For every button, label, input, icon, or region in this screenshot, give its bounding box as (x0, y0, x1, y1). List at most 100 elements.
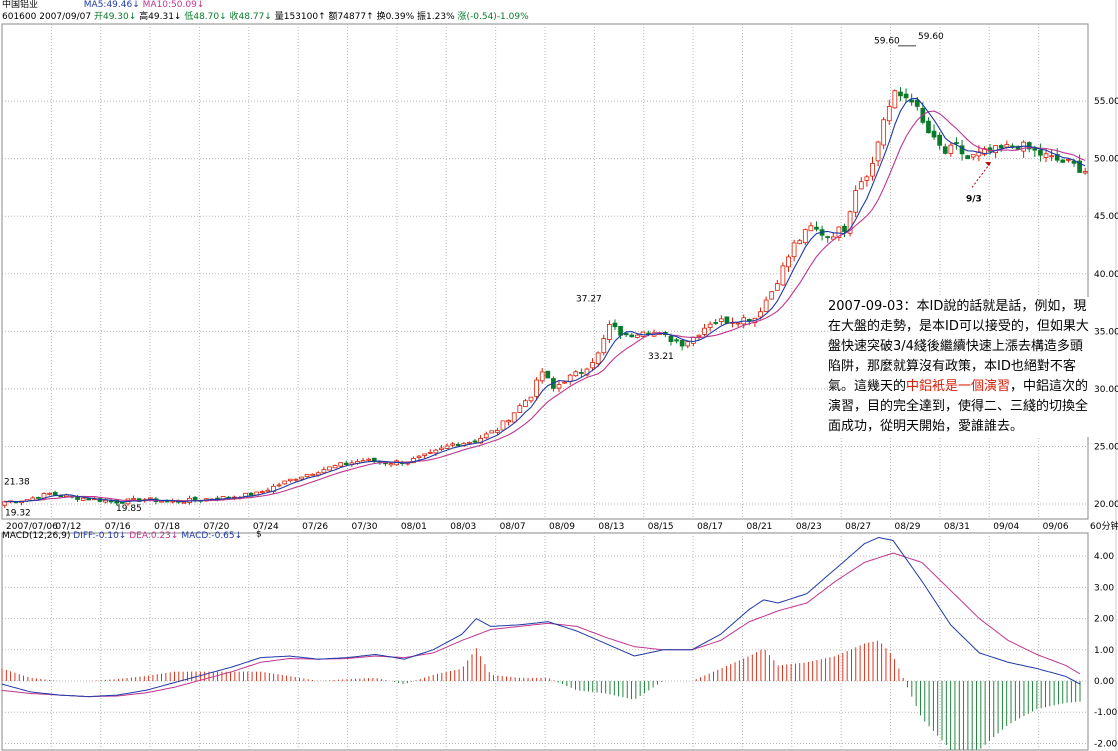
candle-body (495, 430, 500, 433)
candle-body (674, 339, 679, 342)
volume-value: 量153100↑ (274, 12, 326, 22)
candle-body (108, 500, 114, 503)
candle-body (881, 119, 887, 146)
candle-body (898, 91, 903, 97)
macd-y-tick-label: -1.00 (1094, 708, 1118, 718)
candle-body (982, 148, 987, 155)
candle-body (36, 496, 41, 499)
candle-body (366, 458, 372, 461)
candle-body (131, 497, 136, 500)
candle-body (1015, 145, 1021, 150)
candle-body (707, 323, 713, 328)
candle-body (511, 412, 517, 423)
candle-body (293, 478, 299, 481)
candle-body (685, 341, 691, 347)
candle-body (500, 420, 506, 431)
candle-body (1049, 155, 1054, 158)
ma5-value: MA5:49.46↓ (83, 0, 140, 10)
change-value: 涨(-0.54)-1.09% (457, 12, 529, 22)
candle-body (1066, 158, 1071, 161)
candle-body (80, 497, 86, 501)
candle-body (299, 476, 304, 480)
candle-body (858, 181, 864, 190)
candle-body (864, 176, 870, 181)
ma5-line (4, 98, 1086, 503)
x-tick-label: 08/17 (697, 522, 723, 532)
candle-body (892, 90, 898, 109)
low-value: 低48.70↓ (184, 12, 227, 22)
price-annotation: 37.27 (576, 294, 602, 304)
candle-body (926, 120, 931, 134)
diff-value: DIFF:-0.10↓ (73, 531, 127, 541)
candle-body (668, 335, 674, 342)
candle-body (545, 370, 551, 379)
chart-header: 中国铝业 MA5:49.46↓ MA10:50.09↓ 601600 2007/… (0, 0, 1118, 24)
candle-body (259, 491, 265, 493)
candle-body (1071, 160, 1077, 164)
candle-body (103, 499, 108, 503)
candle-body (433, 449, 439, 454)
x-tick-label: 08/15 (648, 522, 674, 532)
price-annotation: 21.38 (4, 477, 30, 487)
candle-body (758, 311, 763, 318)
candle-body (735, 322, 741, 325)
y-tick-label: 20.00 (1094, 500, 1118, 510)
candle-body (875, 141, 881, 162)
candle-body (478, 438, 483, 444)
y-tick-label: 25.00 (1094, 442, 1118, 452)
candle-body (769, 291, 775, 300)
candle-body (959, 145, 965, 155)
candle-body (954, 142, 959, 144)
candle-body (265, 489, 271, 492)
candle-body (629, 334, 635, 338)
candle-body (439, 447, 444, 450)
candle-body (718, 318, 724, 322)
price-annotation: 19.32 (5, 509, 31, 519)
candle-body (763, 299, 769, 312)
candle-body (870, 163, 875, 177)
diff-line (1, 536, 1081, 698)
x-tick-label: 08/09 (549, 522, 575, 532)
candle-body (702, 327, 707, 335)
macd-value: MACD:-0.65↓ (181, 531, 243, 541)
candle-body (467, 441, 472, 444)
candle-body (310, 473, 316, 476)
candle-body (937, 134, 943, 146)
candle-body (825, 236, 831, 239)
candle-body (427, 451, 433, 454)
candle-body (780, 265, 786, 286)
candle-body (690, 336, 696, 344)
candle-body (579, 372, 584, 374)
candle-body (343, 462, 349, 465)
x-tick-label: 08/29 (895, 522, 921, 532)
candle-body (786, 256, 791, 268)
candle-body (1082, 171, 1088, 174)
candle-body (534, 379, 539, 397)
candle-body (1060, 159, 1066, 163)
candle-body (489, 430, 495, 434)
price-annotation: 59.60 (918, 32, 944, 42)
candle-body (388, 463, 394, 466)
candle-body (528, 396, 534, 402)
candle-body (276, 484, 282, 487)
candle-body (472, 440, 478, 443)
x-tick-label: 08/01 (401, 522, 427, 532)
ma10-value: MA10:50.09↓ (142, 0, 205, 10)
turnover-value: 换0.39% (376, 12, 415, 22)
dollar-marker: $ (256, 529, 262, 539)
candle-body (842, 225, 847, 232)
ma10-line (4, 110, 1086, 503)
amount-value: 额74877↑ (328, 12, 374, 22)
y-tick-label: 55.00 (1094, 97, 1118, 107)
candle-body (791, 242, 797, 258)
candle-body (590, 362, 595, 369)
macd-y-tick-label: 3.00 (1094, 583, 1114, 593)
macd-y-tick-label: 2.00 (1094, 615, 1114, 625)
x-tick-label: 2007/07/06 (6, 522, 58, 532)
candle-body (853, 190, 859, 213)
x-tick-label: 09/06 (1043, 522, 1069, 532)
candle-body (914, 99, 920, 107)
candle-body (338, 462, 344, 467)
candle-body (931, 130, 937, 138)
dea-line (1, 552, 1081, 698)
